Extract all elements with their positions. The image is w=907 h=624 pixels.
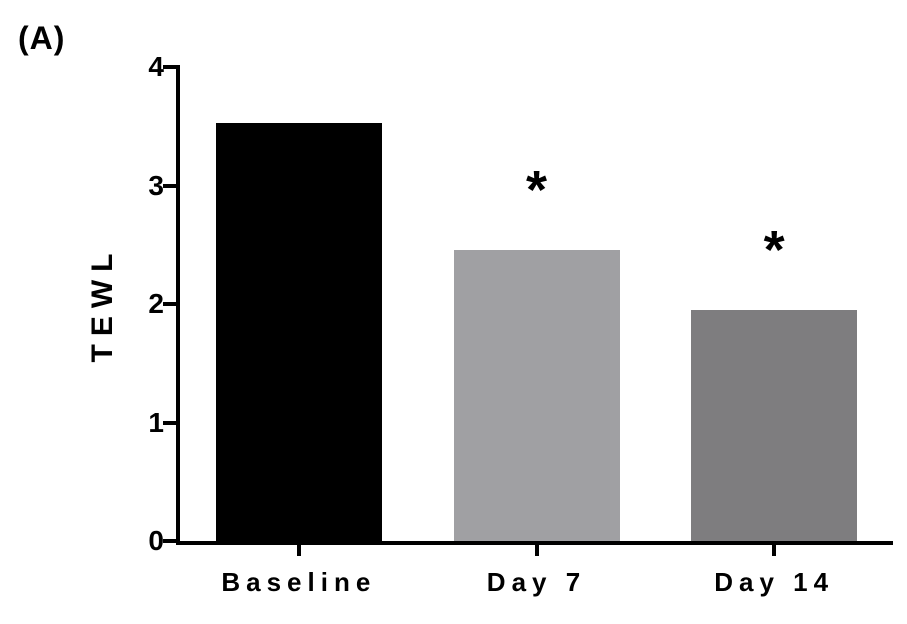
y-tick-mark [163,420,176,425]
y-axis-line [176,65,180,545]
significance-asterisk: * [525,159,548,220]
x-tick-mark [296,545,301,556]
bar-group-day7: * Day 7 [418,67,656,597]
y-tick-label: 2 [148,288,164,319]
x-axis-label-baseline: Baseline [221,567,377,597]
bar-group-day14: * Day 14 [655,67,893,597]
bar-group-baseline: Baseline [180,67,418,597]
x-tick-mark [534,545,539,556]
y-tick-mark [163,539,176,543]
y-tick-label: 3 [148,169,164,201]
x-axis-label-day14: Day 14 [714,567,835,597]
x-axis-line [176,541,893,545]
y-tick-mark [163,183,176,188]
y-axis-title: TEWL [86,245,119,363]
x-axis-label-day7: Day 7 [486,567,587,597]
y-tick-mark [163,302,176,306]
y-tick-mark [163,65,176,69]
y-tick-label: 0 [148,525,164,556]
bar-baseline [215,122,382,541]
panel-label: (A) [18,20,66,56]
y-tick-label: 4 [148,51,164,82]
y-tick-label: 1 [148,406,164,438]
bar-day7 [453,249,620,541]
bar-day14 [691,309,858,541]
plot-area: 4 3 2 1 0 Baseline * [148,51,893,597]
bars-layer: Baseline * Day 7 * Day 14 [180,67,893,597]
significance-asterisk: * [763,219,785,280]
x-tick-mark [772,545,777,556]
